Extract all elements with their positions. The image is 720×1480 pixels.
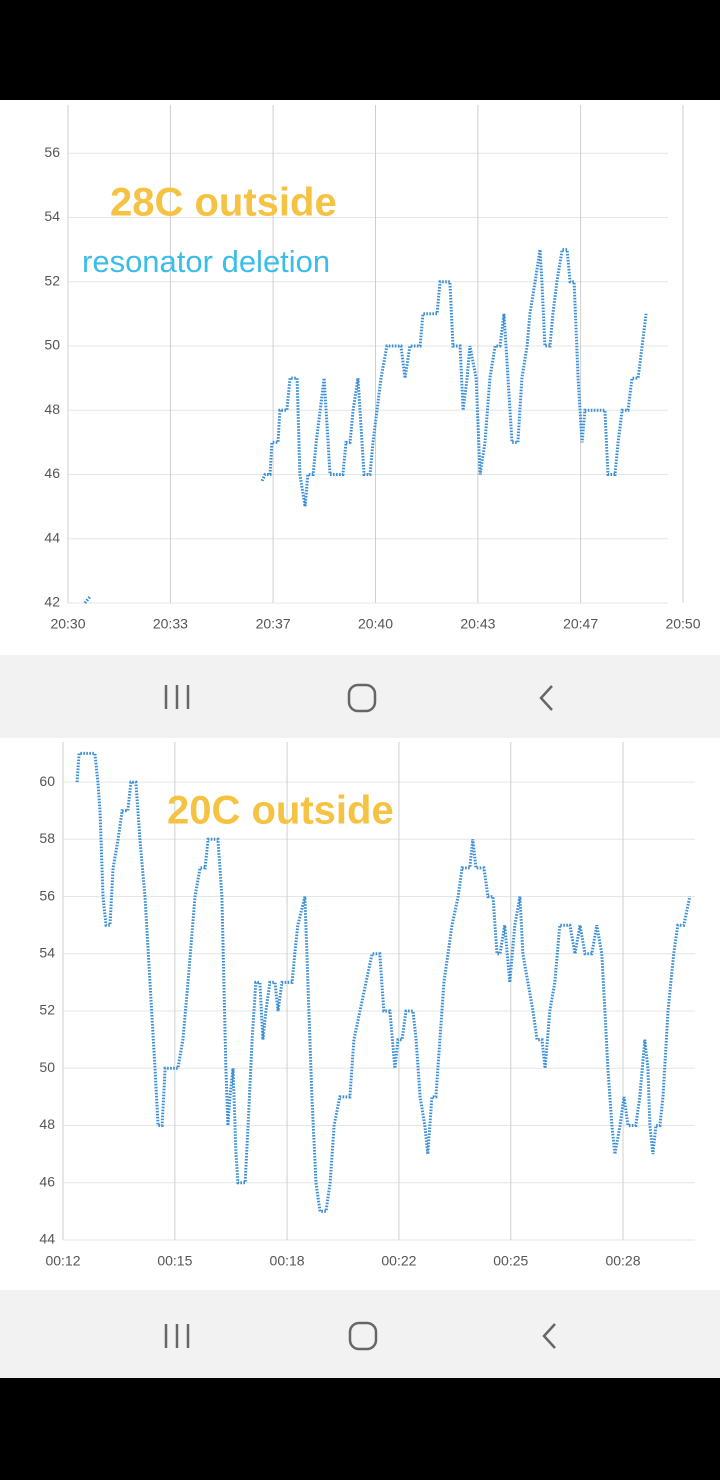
y-tick-label: 44 [44, 529, 60, 545]
annotation: resonator deletion [82, 244, 330, 279]
x-tick-label: 20:30 [50, 616, 85, 632]
y-tick-label: 48 [44, 401, 60, 417]
y-tick-label: 58 [39, 830, 55, 846]
nav-bar [0, 655, 720, 738]
x-tick-label: 00:12 [45, 1253, 80, 1269]
x-tick-label: 00:22 [381, 1253, 416, 1269]
nav-bar [0, 1290, 720, 1378]
y-tick-label: 56 [39, 887, 55, 903]
data-line [83, 248, 648, 604]
annotation: 28C outside [110, 181, 337, 225]
recent-button[interactable] [164, 685, 190, 709]
y-tick-label: 44 [39, 1231, 55, 1247]
y-tick-label: 46 [44, 465, 60, 481]
home-button[interactable] [348, 1321, 378, 1351]
x-tick-label: 20:43 [460, 616, 495, 632]
x-tick-label: 20:37 [256, 616, 291, 632]
y-tick-label: 60 [39, 773, 55, 789]
annotation: 20C outside [167, 789, 394, 833]
x-tick-label: 20:47 [563, 616, 598, 632]
x-tick-label: 00:28 [605, 1253, 640, 1269]
x-tick-label: 00:25 [493, 1253, 528, 1269]
recent-button[interactable] [164, 1324, 190, 1348]
back-button[interactable] [542, 1323, 556, 1349]
x-tick-label: 00:18 [270, 1253, 305, 1269]
y-tick-label: 52 [44, 272, 60, 288]
back-button[interactable] [539, 685, 553, 711]
y-tick-label: 54 [44, 208, 60, 224]
chart: 42 44 46 48 50 52 54 56 20:30 20:33 20:37 20:40 20:4… [44, 105, 701, 632]
y-tick-label: 54 [39, 944, 55, 960]
y-tick-label: 48 [39, 1116, 55, 1132]
x-tick-label: 20:33 [153, 616, 188, 632]
x-tick-label: 00:15 [157, 1253, 192, 1269]
data-line [75, 751, 692, 1213]
y-tick-label: 56 [44, 144, 60, 160]
home-button[interactable] [347, 683, 377, 713]
nav-bg [0, 1290, 720, 1378]
y-tick-label: 52 [39, 1002, 55, 1018]
y-tick-label: 50 [44, 337, 60, 353]
y-tick-label: 46 [39, 1173, 55, 1189]
y-tick-label: 50 [39, 1059, 55, 1075]
y-tick-label: 42 [44, 594, 60, 610]
nav-bg [0, 655, 720, 738]
x-tick-label: 20:40 [358, 616, 393, 632]
chart-panel [0, 100, 720, 655]
chart: 44 46 48 50 52 54 56 58 60 00:12 00:15 00:18 00:22 00… [39, 742, 695, 1269]
x-tick-label: 20:50 [665, 616, 700, 632]
